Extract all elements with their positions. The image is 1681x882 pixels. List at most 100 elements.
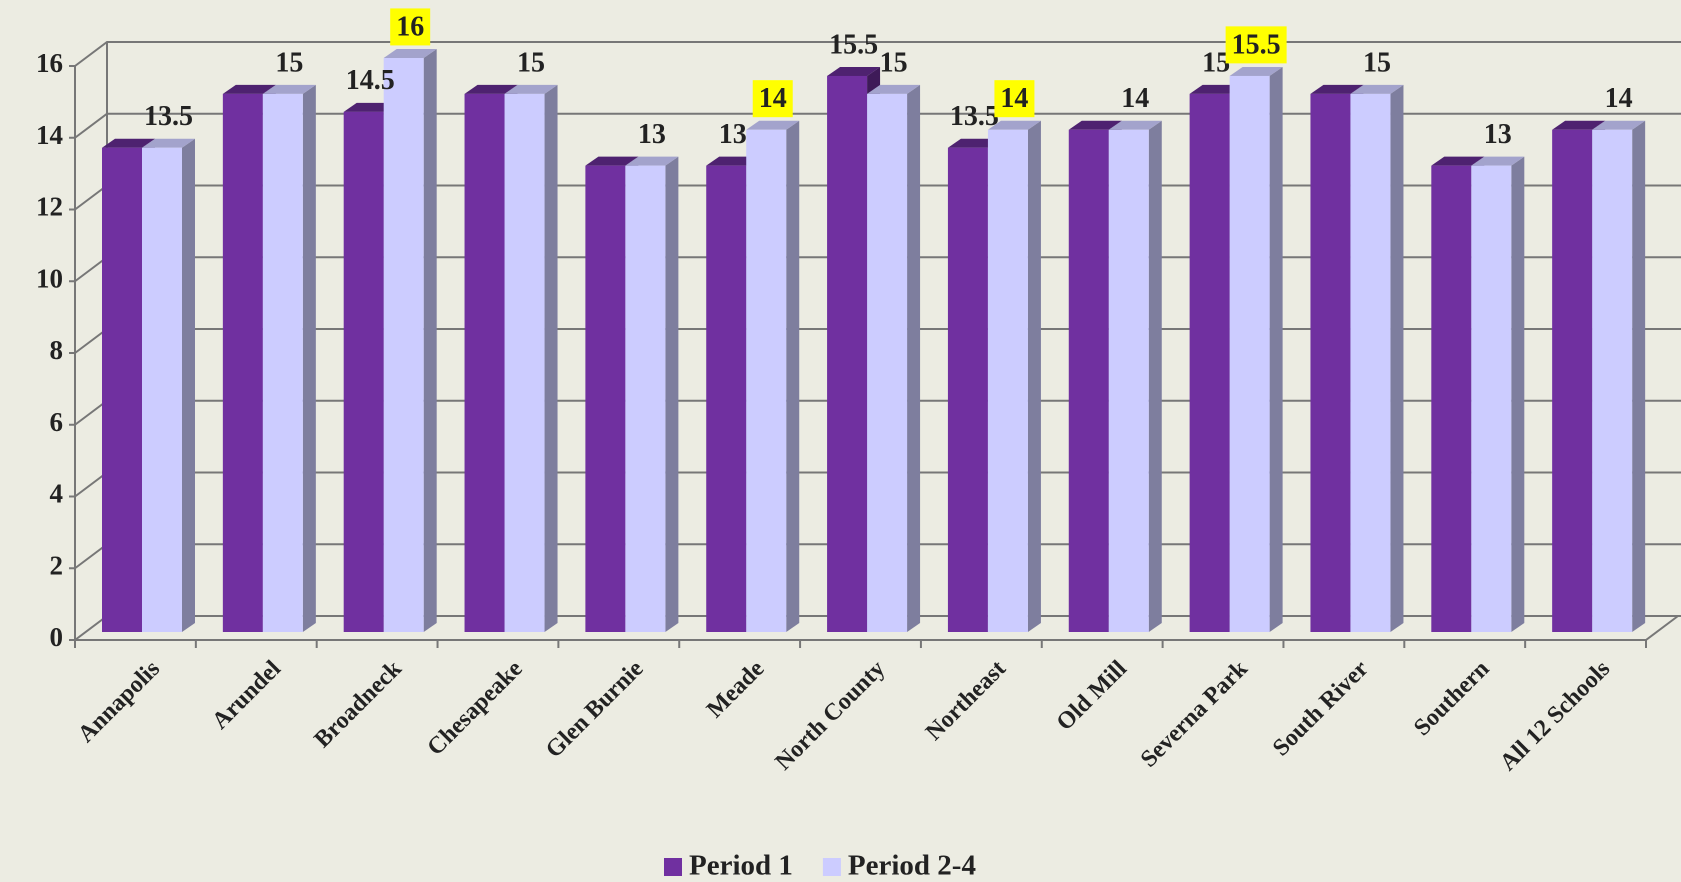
y-tick-label: 10 [36,263,63,293]
bar-side [1511,156,1525,632]
data-label: 14 [1605,83,1633,114]
bar-top [827,66,881,76]
grid-line [74,112,1681,139]
y-tick-label: 14 [36,120,63,150]
y-tick-label: 2 [50,550,64,580]
bar-top [1471,156,1525,166]
data-label: 15 [1363,47,1391,78]
bar [383,49,437,632]
data-label: 13 [1484,119,1512,150]
bar-front [867,93,908,632]
bar-front [1350,93,1391,632]
bar-top [987,120,1041,130]
x-tick-label: Southern [1409,656,1494,741]
bar-side [423,49,437,632]
bar [1592,120,1646,632]
data-label: 14.5 [346,65,395,96]
bar-top [1229,66,1283,76]
x-tick-label: Old Mill [1052,656,1132,736]
x-tick-label: South River [1268,656,1374,762]
x-tick-label: Severna Park [1136,655,1253,772]
y-tick-label: 0 [50,622,64,652]
bar-top [1310,84,1364,94]
bar-front [383,58,424,632]
label-highlight [752,80,793,118]
bar-side [544,84,558,632]
bar-side [1269,66,1283,632]
bar-side [182,138,195,632]
y-tick-label: 12 [36,192,63,222]
x-tick-label: Chesapeake [423,656,528,761]
legend-label: Period 2-4 [848,850,976,882]
data-label: 14 [1000,83,1028,114]
legend-swatch [822,858,841,876]
bar-top [625,156,679,166]
data-label: 16 [396,11,424,42]
bar-front [625,165,666,632]
bar-front [827,75,868,632]
y-tick-label: 16 [36,48,63,78]
bar-front [1189,93,1230,632]
bar-top [1189,84,1243,94]
legend-swatch [664,858,682,876]
bar-front [1108,129,1149,632]
bar-top [947,138,1001,148]
bar [1471,156,1525,632]
bar-side [302,84,316,632]
bar-front [1471,165,1512,632]
bar-top [1068,120,1122,130]
bar-top [585,156,639,166]
bar-top [464,84,518,94]
grid-line [74,41,1681,67]
bar-side [786,120,800,632]
data-label: 14 [1121,83,1149,114]
bar-top [706,156,760,166]
bar-top [1431,156,1485,166]
bar [1229,66,1283,632]
bar-front [1592,129,1633,632]
data-label: 15 [517,47,545,78]
data-label: 15.5 [829,29,878,60]
bar [1108,120,1162,632]
bar-front [262,93,303,632]
bar-front [746,129,787,632]
data-label: 15 [880,47,908,78]
bar-top [746,120,800,130]
x-tick-label: Glen Burnie [541,656,649,764]
label-highlight [390,8,431,46]
bar-front [1431,165,1472,632]
data-label: 15.5 [1232,29,1281,60]
bar-side [1027,120,1041,632]
bar-side [1390,84,1404,632]
bar-side [907,84,921,632]
data-label: 15 [275,47,303,78]
bar-top [222,84,276,94]
bar-front [102,147,142,632]
y-tick-label: 4 [50,479,64,509]
y-tick-label: 6 [50,407,64,437]
bar-top [102,138,155,148]
bar [504,84,558,632]
bar [987,120,1041,632]
bar [1350,84,1404,632]
bar-top [867,84,921,94]
data-label: 15 [1202,47,1230,78]
bar-side [1148,120,1162,632]
bar-top [262,84,316,94]
bar-top [343,102,397,112]
label-highlight [994,80,1035,118]
floor-side [1645,615,1679,641]
bar-front [585,165,626,632]
bar-top [142,138,195,148]
bar-front [947,147,988,632]
bar-front [343,111,384,632]
bar-front [142,147,182,632]
y-tick-label: 8 [50,335,64,365]
bar-front [1310,93,1351,632]
bar-top [1350,84,1404,94]
x-tick-label: All 12 Schools [1495,656,1615,776]
data-label: 14 [759,83,787,114]
bar-top [1108,120,1162,130]
data-label: 13 [719,119,747,150]
label-highlight [1225,26,1287,64]
